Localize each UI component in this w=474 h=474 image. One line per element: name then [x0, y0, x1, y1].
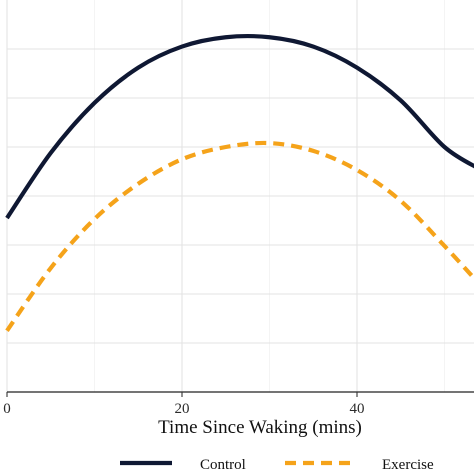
x-axis-ticks: 0 20 40	[3, 392, 365, 417]
legend-label-control: Control	[200, 457, 246, 473]
x-tick-label: 0	[3, 401, 11, 417]
y-gridlines	[7, 48, 474, 344]
series-layer	[5, 33, 474, 332]
series-line-exercise	[5, 140, 474, 332]
legend: Control Exercise	[120, 457, 434, 473]
legend-label-exercise: Exercise	[382, 457, 434, 473]
x-tick-label: 20	[175, 401, 190, 417]
x-axis-title: Time Since Waking (mins)	[158, 417, 362, 438]
series-line-control	[5, 33, 474, 220]
x-tick-label: 40	[350, 401, 365, 417]
